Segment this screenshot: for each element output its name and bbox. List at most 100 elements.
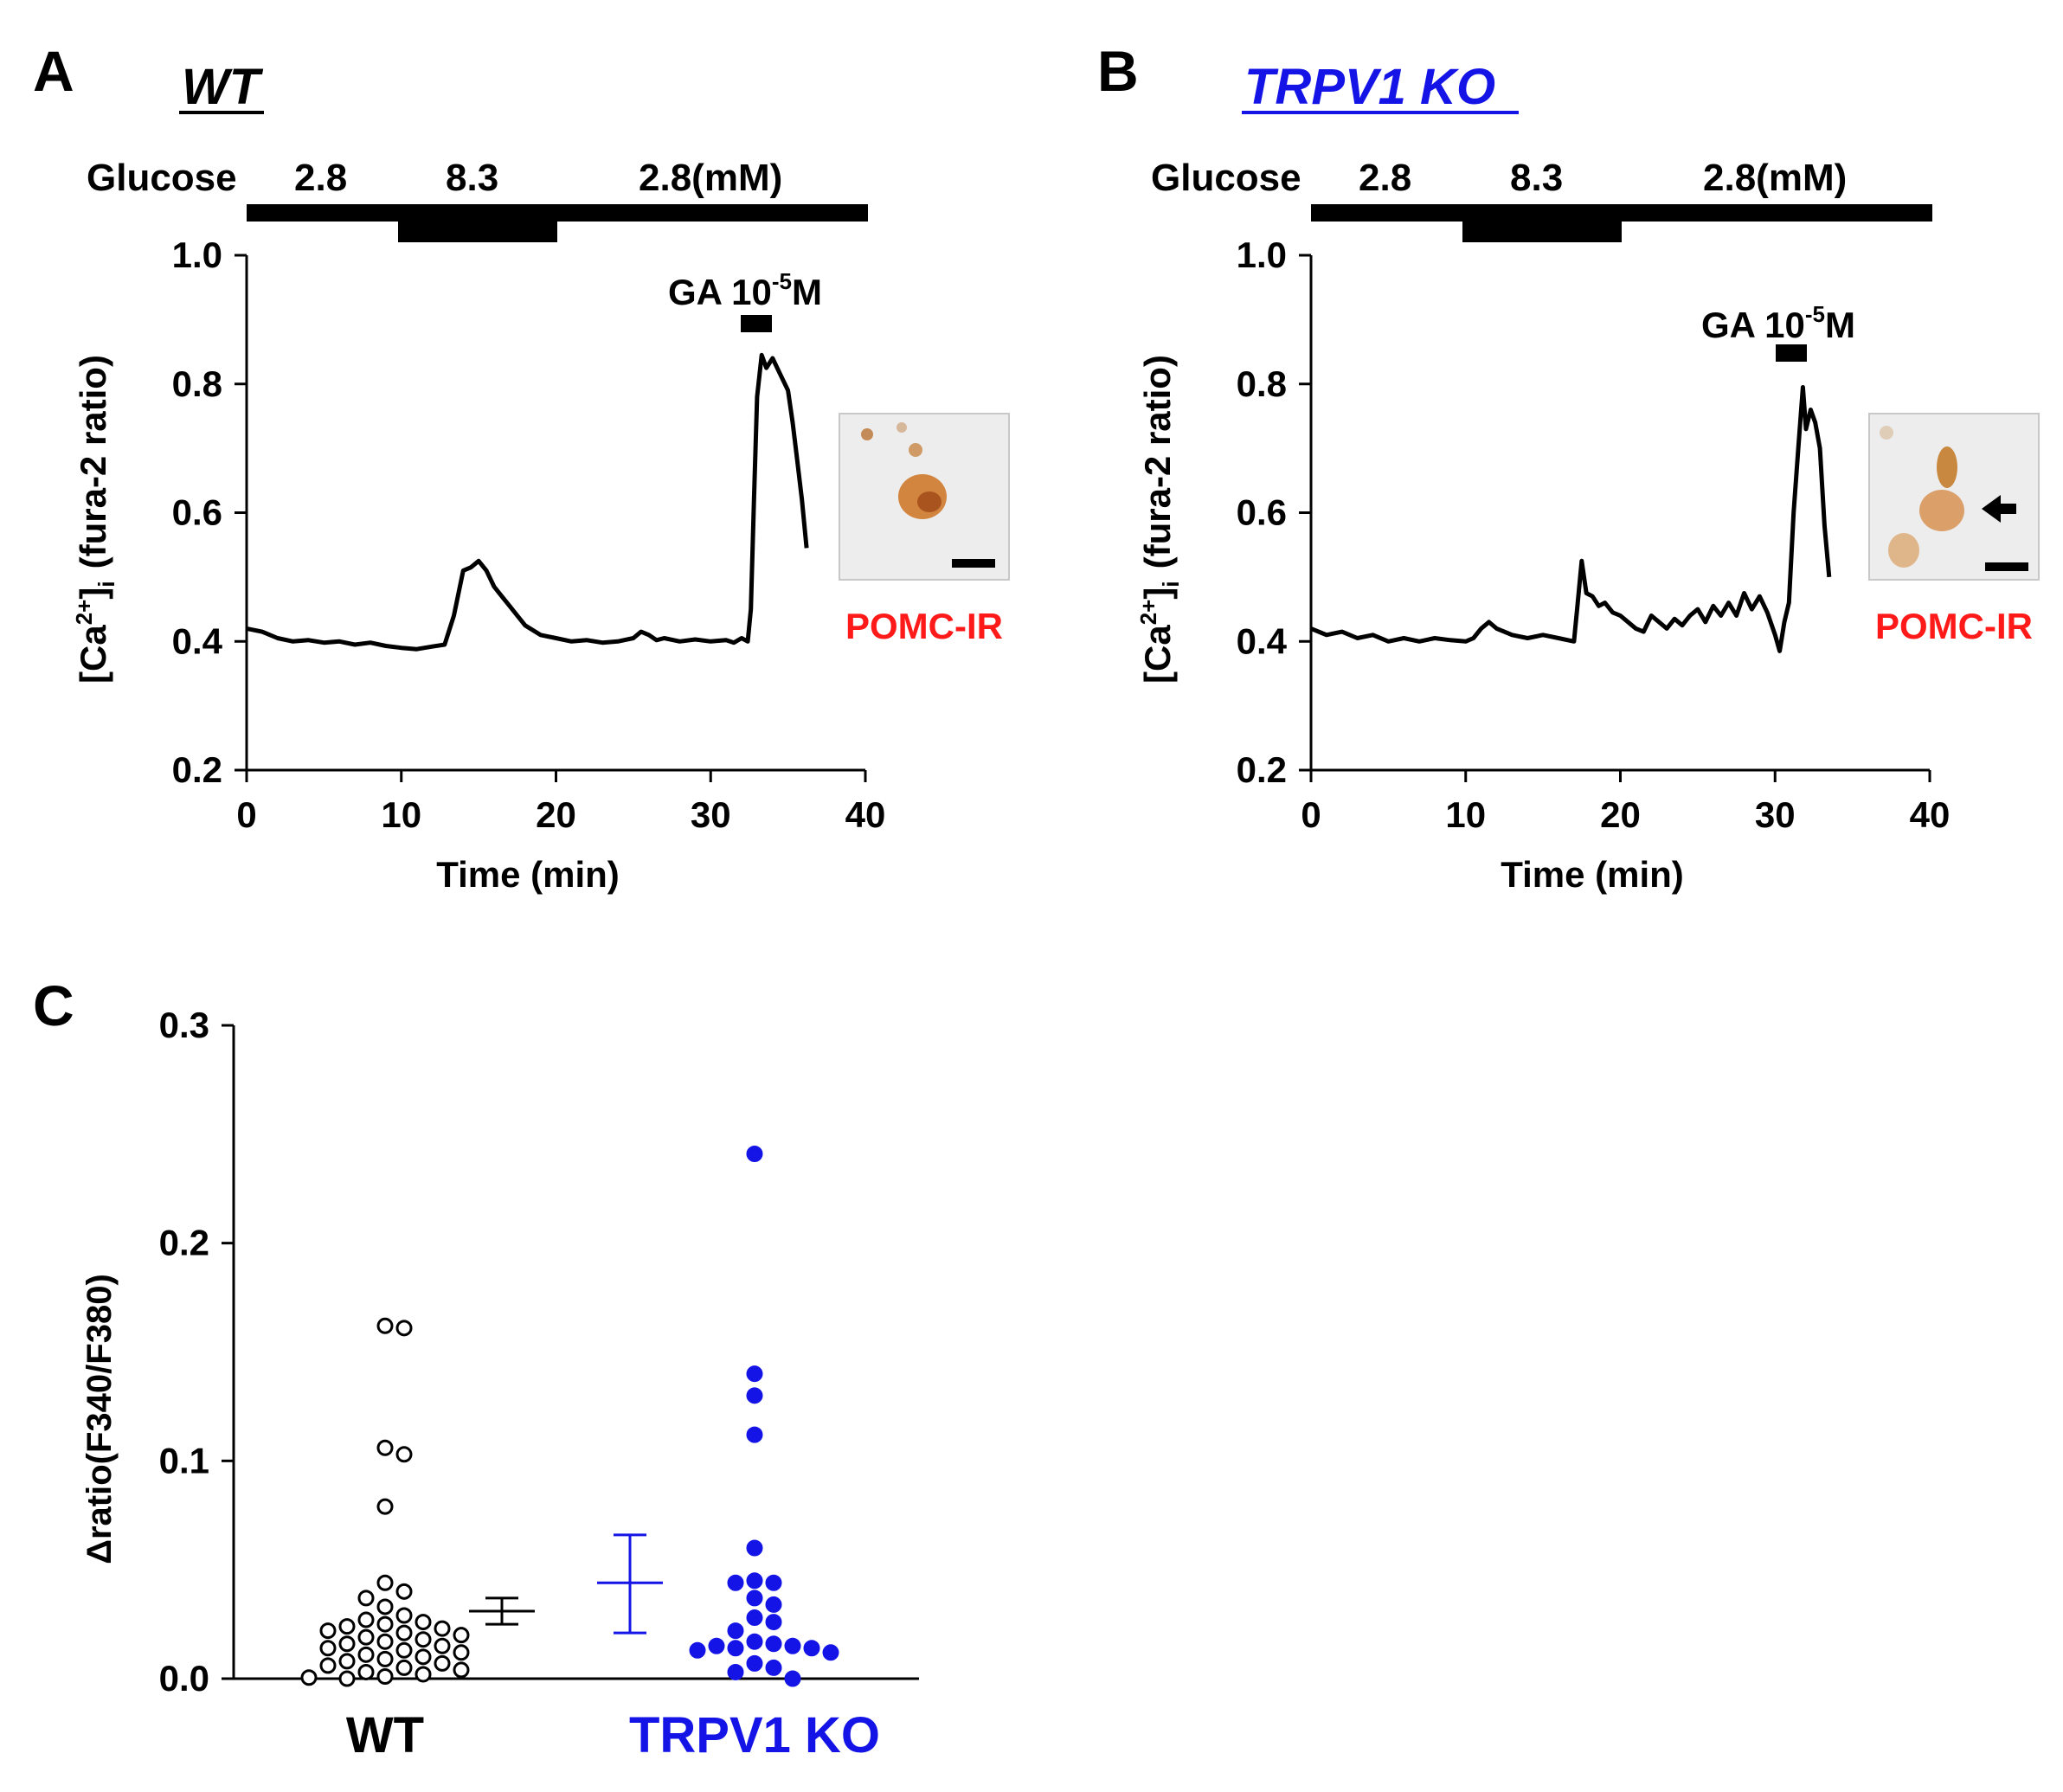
point-wt — [415, 1666, 432, 1683]
point-trpv1-ko — [784, 1637, 801, 1654]
point-wt — [376, 1498, 394, 1515]
point-wt — [376, 1650, 394, 1667]
point-trpv1-ko — [746, 1654, 763, 1672]
point-trpv1-ko — [765, 1614, 782, 1631]
point-trpv1-ko — [765, 1574, 782, 1591]
panel-a-ga-label: GA 10-5M — [668, 268, 822, 312]
point-wt — [434, 1654, 451, 1672]
point-wt — [376, 1598, 394, 1615]
point-trpv1-ko — [746, 1609, 763, 1627]
point-wt — [338, 1670, 356, 1687]
point-trpv1-ko — [746, 1365, 763, 1383]
point-wt — [395, 1659, 413, 1676]
panel-a-ga-bar — [741, 315, 772, 332]
panel-b-glucose-low: 2.8 — [1359, 157, 1411, 199]
point-wt — [357, 1611, 375, 1628]
panel-a-glucose-high: 8.3 — [446, 157, 498, 199]
point-trpv1-ko — [689, 1641, 706, 1659]
panel-a-x-tick-label: 10 — [381, 794, 421, 835]
panel-b-letter: B — [1097, 39, 1139, 103]
point-wt — [357, 1590, 375, 1607]
panel-b-x-axis-label: Time (min) — [1501, 854, 1684, 895]
point-trpv1-ko — [746, 1539, 763, 1557]
point-wt — [338, 1653, 356, 1670]
point-wt — [453, 1644, 470, 1661]
panel-a-glucose-high-bar — [398, 204, 557, 242]
panel-a-glucose-low: 2.8 — [294, 157, 347, 199]
point-wt — [319, 1657, 337, 1674]
panel-a-glucose-low-unit: 2.8(mM) — [639, 157, 782, 199]
point-wt — [357, 1646, 375, 1663]
point-trpv1-ko — [784, 1670, 801, 1687]
point-trpv1-ko — [708, 1637, 725, 1654]
point-wt — [319, 1622, 337, 1640]
point-wt — [415, 1614, 432, 1631]
panel-b-y-tick-label: 0.2 — [1237, 749, 1287, 790]
panel-a: A WT Glucose 2.8 8.3 2.8(mM) GA 10-5M 0.… — [33, 39, 1010, 895]
point-wt — [376, 1574, 394, 1591]
panel-b-axes: 0.2 0.4 0.6 0.8 1.0 0 10 20 30 40 — [1237, 234, 1951, 835]
panel-b-pomc-label: POMC-IR — [1875, 606, 2033, 646]
panel-a-glucose-label: Glucose — [87, 157, 237, 199]
panel-b-x-tick-label: 20 — [1600, 794, 1641, 835]
point-wt — [434, 1637, 451, 1654]
point-trpv1-ko — [746, 1633, 763, 1650]
panel-b-glucose-high-bar — [1462, 204, 1622, 242]
point-trpv1-ko — [746, 1387, 763, 1404]
point-trpv1-ko — [765, 1659, 782, 1676]
point-trpv1-ko — [746, 1590, 763, 1607]
panel-b-ga-label: GA 10-5M — [1701, 301, 1855, 345]
panel-a-pomc-inset-image — [839, 413, 1010, 581]
panel-a-calcium-trace — [246, 352, 809, 652]
panel-c-y-tick-label: 0.1 — [159, 1440, 209, 1480]
panel-a-letter: A — [33, 39, 74, 103]
point-wt — [453, 1661, 470, 1679]
point-wt — [376, 1439, 394, 1456]
point-wt — [357, 1663, 375, 1680]
point-wt — [453, 1627, 470, 1644]
panel-a-x-tick-label: 40 — [845, 794, 886, 835]
point-trpv1-ko — [727, 1574, 744, 1591]
panel-a-y-tick-label: 1.0 — [172, 234, 222, 275]
panel-a-y-tick-label: 0.2 — [172, 749, 222, 790]
panel-b-ga-bar — [1776, 344, 1807, 362]
point-wt — [395, 1624, 413, 1641]
point-wt — [415, 1631, 432, 1648]
point-trpv1-ko — [727, 1663, 744, 1680]
point-wt — [434, 1620, 451, 1637]
panel-a-y-tick-label: 0.8 — [172, 363, 222, 404]
panel-c-y-tick-label: 0.3 — [159, 1005, 209, 1045]
panel-b-glucose-low-unit: 2.8(mM) — [1703, 157, 1847, 199]
panel-a-y-axis-label: [Ca2+]i(fura-2 ratio) — [71, 355, 119, 684]
panel-a-genotype-title: WT — [182, 59, 264, 115]
panel-b-y-tick-label: 1.0 — [1237, 234, 1287, 275]
point-trpv1-ko — [727, 1622, 744, 1640]
panel-c-points — [300, 1145, 839, 1687]
panel-c-category-ko: TRPV1 KO — [629, 1707, 880, 1763]
point-wt — [415, 1648, 432, 1666]
panel-a-x-tick-label: 20 — [536, 794, 576, 835]
point-wt — [395, 1446, 413, 1463]
point-wt — [395, 1320, 413, 1337]
panel-b-y-tick-label: 0.6 — [1237, 492, 1287, 533]
panel-b-x-tick-label: 30 — [1755, 794, 1796, 835]
point-trpv1-ko — [746, 1145, 763, 1162]
panel-c: C 0.0 0.1 0.2 0.3 Δratio(F340/F380) WT TRPV… — [33, 973, 919, 1763]
panel-c-y-tick-label: 0.2 — [159, 1223, 209, 1263]
panel-c-letter: C — [33, 973, 74, 1037]
panel-c-category-wt: WT — [346, 1707, 424, 1763]
point-trpv1-ko — [822, 1644, 839, 1661]
panel-a-axes: 0.2 0.4 0.6 0.8 1.0 0 10 20 30 40 — [172, 234, 886, 835]
point-wt — [395, 1607, 413, 1624]
point-wt — [338, 1635, 356, 1653]
point-wt — [376, 1633, 394, 1650]
panel-b: B TRPV1 KO Glucose 2.8 8.3 2.8(mM) GA 10… — [1097, 39, 2040, 895]
panel-a-y-tick-label: 0.4 — [172, 620, 223, 661]
panel-b-pomc-inset-image — [1868, 413, 2040, 581]
panel-a-pomc-label: POMC-IR — [845, 606, 1003, 646]
panel-b-calcium-trace — [1310, 385, 1832, 653]
point-wt — [376, 1615, 394, 1633]
panel-a-y-tick-label: 0.6 — [172, 492, 222, 533]
panel-c-summary-bars — [469, 1533, 663, 1635]
